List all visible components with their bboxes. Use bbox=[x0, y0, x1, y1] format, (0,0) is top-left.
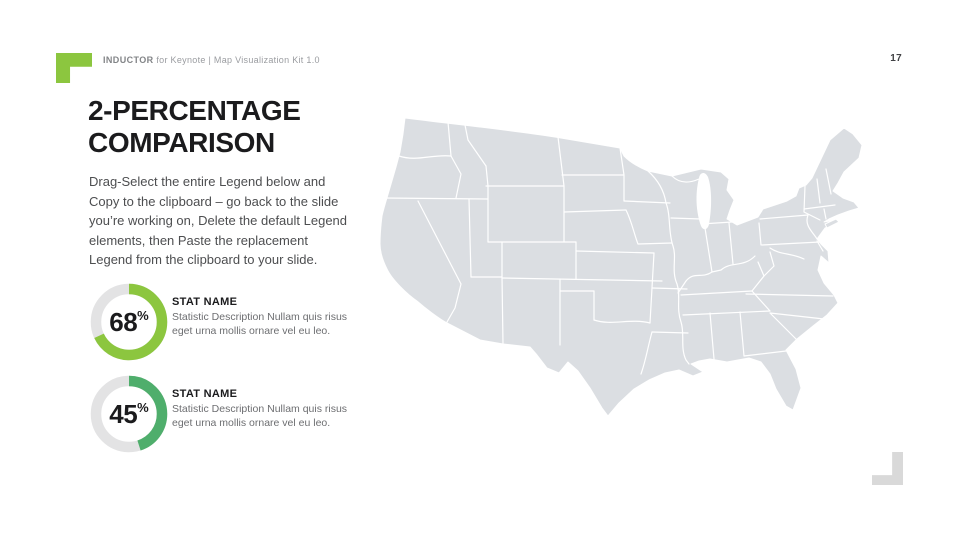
slide-title: 2-PERCENTAGE COMPARISON bbox=[88, 95, 388, 159]
instructions-text: Drag-Select the entire Legend below and … bbox=[89, 174, 348, 267]
lake-michigan bbox=[696, 172, 712, 230]
brand-corner-mark bbox=[56, 53, 92, 83]
stat-description: Statistic Description Nullam quis risus … bbox=[172, 403, 348, 429]
donut-value-label: 45% bbox=[90, 375, 168, 453]
legend-stat-row[interactable]: 68% STAT NAME Statistic Description Null… bbox=[90, 283, 390, 361]
donut-value-label: 68% bbox=[90, 283, 168, 361]
page-number: 17 bbox=[890, 53, 902, 64]
stat-unit: % bbox=[137, 307, 149, 323]
state-borders bbox=[382, 119, 836, 375]
stat-description: Statistic Description Nullam quis risus … bbox=[172, 311, 348, 337]
donut-arc bbox=[90, 283, 168, 361]
stat-value: 45 bbox=[109, 398, 138, 429]
legend-stat-row[interactable]: 45% STAT NAME Statistic Description Null… bbox=[90, 375, 390, 453]
donut-chart-68 bbox=[90, 283, 168, 361]
usa-states-map bbox=[372, 112, 877, 427]
title-line-2: COMPARISON bbox=[88, 127, 275, 158]
stat-name: STAT NAME bbox=[172, 296, 238, 308]
long-island bbox=[824, 218, 840, 229]
stat-name: STAT NAME bbox=[172, 388, 238, 400]
brand-name: INDUCTOR bbox=[103, 55, 154, 65]
slide-header: INDUCTOR for Keynote | Map Visualization… bbox=[103, 55, 320, 65]
stat-value: 68 bbox=[109, 306, 138, 337]
donut-chart-45 bbox=[90, 375, 168, 453]
donut-arc bbox=[90, 375, 168, 453]
footer-corner-mark bbox=[872, 452, 903, 485]
title-line-1: 2-PERCENTAGE bbox=[88, 95, 301, 126]
stat-unit: % bbox=[137, 399, 149, 415]
kit-subtitle: for Keynote | Map Visualization Kit 1.0 bbox=[153, 55, 320, 65]
